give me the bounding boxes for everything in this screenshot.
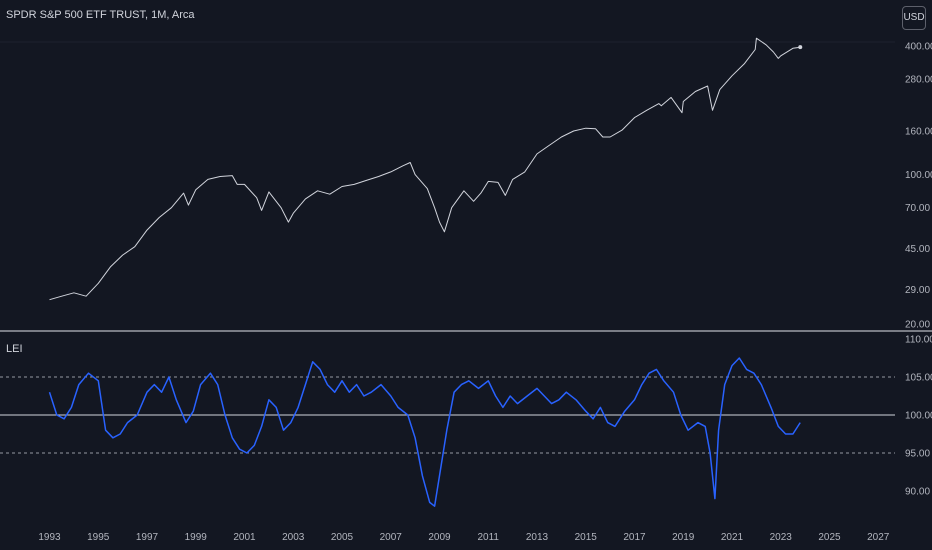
x-tick-label: 1993 [38, 532, 61, 543]
currency-button[interactable]: USD [902, 6, 926, 30]
x-tick-label: 2003 [282, 532, 305, 543]
y-tick-label-price: 160.00 [905, 127, 932, 138]
y-tick-label-lei: 110.00 [905, 335, 932, 346]
y-tick-label-lei: 95.00 [905, 449, 930, 460]
x-tick-label: 2007 [380, 532, 403, 543]
indicator-label: LEI [6, 343, 23, 355]
x-tick-label: 2005 [331, 532, 354, 543]
chart-title: SPDR S&P 500 ETF TRUST, 1M, Arca [6, 9, 195, 21]
x-tick-label: 2013 [526, 532, 549, 543]
x-tick-label: 2017 [623, 532, 646, 543]
x-axis: 1993 1995 1997 1999 2001 2003 2005 2007 2009 2011… [38, 532, 889, 543]
x-tick-label: 1997 [136, 532, 159, 543]
price-pane[interactable] [49, 37, 803, 301]
price-series-line[interactable] [49, 37, 801, 301]
y-tick-label-price: 400.00 [905, 42, 932, 53]
y-axis: 400.00 280.00 160.00 100.00 70.00 45.00 29.00 2… [905, 42, 932, 498]
price-last-point[interactable] [798, 45, 803, 50]
lei-series-line[interactable] [48, 357, 801, 507]
x-tick-label: 2001 [233, 532, 256, 543]
x-tick-label: 2009 [428, 532, 451, 543]
y-tick-label-price: 29.00 [905, 285, 930, 296]
y-tick-label-lei: 90.00 [905, 487, 930, 498]
y-tick-label-lei: 100.00 [905, 411, 932, 422]
y-tick-label-lei: 105.00 [905, 373, 932, 384]
y-tick-label-price: 45.00 [905, 244, 930, 255]
x-tick-label: 2021 [721, 532, 744, 543]
reference-lines [0, 376, 895, 454]
y-tick-label-price: 100.00 [905, 170, 932, 181]
x-tick-label: 1995 [87, 532, 110, 543]
x-tick-label: 2023 [770, 532, 793, 543]
x-tick-label: 2011 [477, 532, 499, 543]
y-tick-label-price: 20.00 [905, 320, 930, 331]
lei-pane[interactable] [48, 357, 801, 507]
x-tick-label: 2025 [818, 532, 841, 543]
x-tick-label: 2015 [575, 532, 598, 543]
y-tick-label-price: 280.00 [905, 75, 932, 86]
y-tick-label-price: 70.00 [905, 203, 930, 214]
x-tick-label: 1999 [185, 532, 208, 543]
x-tick-label: 2027 [867, 532, 890, 543]
x-tick-label: 2019 [672, 532, 695, 543]
